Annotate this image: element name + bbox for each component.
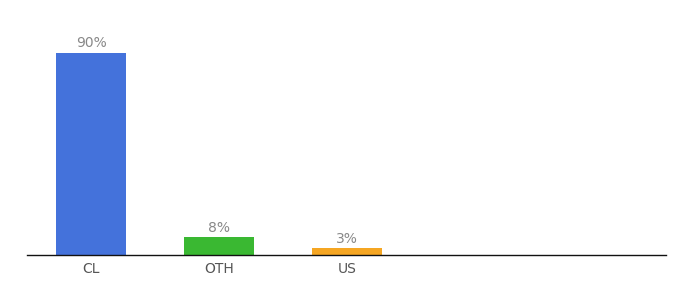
- Text: 90%: 90%: [75, 36, 107, 50]
- Text: 3%: 3%: [336, 232, 358, 246]
- Bar: [56, 52, 126, 255]
- Text: 8%: 8%: [208, 221, 230, 235]
- Bar: [311, 248, 382, 255]
- Bar: [184, 237, 254, 255]
